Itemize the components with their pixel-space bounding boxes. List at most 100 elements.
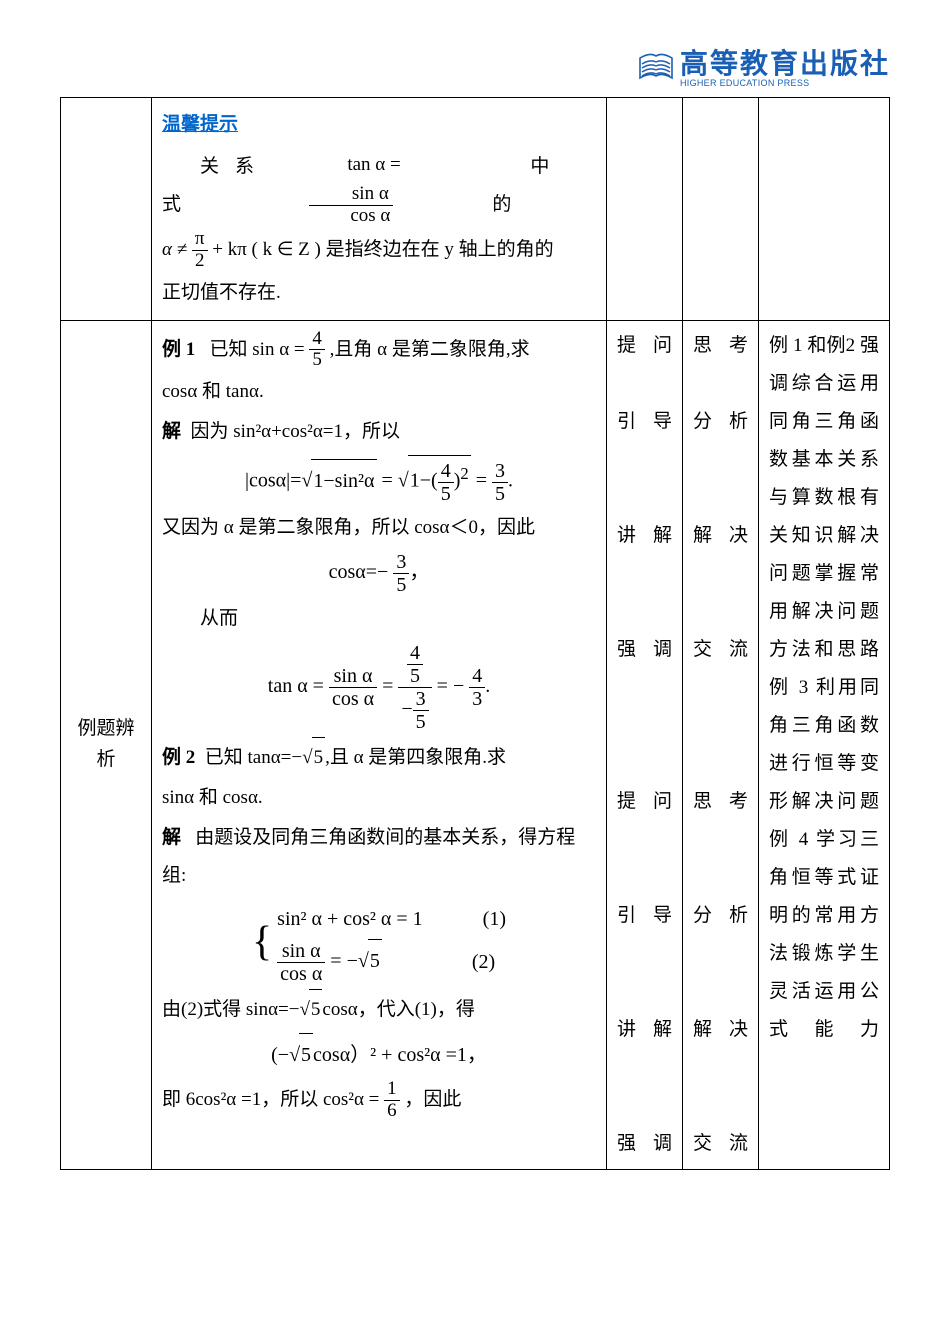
examples-cell: 例 1 已知 sin α = 4 5 ,且角 α 是第二象限角,求 cosα 和… [152, 320, 607, 1169]
ex1-s6a: tan α = [268, 675, 324, 697]
ex1-q1b: ,且角 α 是第二象限角,求 [330, 338, 530, 359]
ex2-q1b: ,且 α 是第四象限角.求 [325, 747, 506, 768]
ex1-s2-eq: = [382, 470, 398, 492]
ex1-s2-rn: 3 [492, 460, 508, 483]
tip-frac-num: sin α [309, 184, 393, 206]
sa-5: 思考 [693, 783, 748, 821]
ex2-sys2-sqrt: 5 [368, 939, 382, 981]
design-intent-col: 例 1 和例2 强调综合运用同角三角函数基本关系与算数根有关知识解决问题掌握常用… [759, 320, 890, 1169]
ex1-s6-eq1: = [382, 675, 393, 697]
ex1-s2-rd: 5 [492, 483, 508, 505]
tip2-c: 正切值不存在. [162, 274, 596, 312]
ex1-s2-dot: . [508, 470, 513, 492]
tip-tan: tan α = [347, 154, 400, 175]
ex2-s3-sqrt: 5 [309, 989, 323, 1029]
publisher-name-cn: 高等教育出版社 [680, 51, 890, 79]
tip2-2: 2 [192, 251, 208, 272]
ex2-sys2b: = − [330, 950, 358, 972]
ex1-q2: cosα 和 tanα. [162, 373, 596, 411]
ex2-q1-sqrt: 5 [312, 737, 326, 777]
ex1-s6-neg1: − [401, 698, 412, 720]
ex1-s2a: |cosα|= [245, 470, 301, 492]
publisher-header: 高等教育出版社 HIGHER EDUCATION PRESS [60, 50, 890, 89]
ex1-s2-sqrt1: 1−sin²α [311, 459, 376, 501]
ex1-label: 例 1 [162, 338, 195, 359]
ex2-s4a: (− [271, 1044, 289, 1066]
section-label: 例题辨析 [61, 320, 152, 1169]
ex1-s3: 又因为 α 是第二象限角，所以 cosα＜0，因此 [162, 509, 596, 547]
ta-1: 提问 [617, 327, 672, 365]
sa-6: 分析 [693, 897, 748, 935]
ex2-q1a: 已知 tanα=− [205, 747, 302, 768]
ex1-s6-neg2: − [453, 675, 464, 697]
ta-2: 引导 [617, 403, 672, 441]
sa-2: 分析 [693, 403, 748, 441]
ex1-s4n: 3 [393, 551, 409, 574]
ex1-s6-f2dd: 5 [413, 711, 429, 733]
tip2-a: α ≠ [162, 239, 187, 260]
tip2-b: + kπ ( k ∈ Z ) 是指终边在在 y 轴上的角的 [212, 239, 553, 260]
student-activity-col: 思考 分析 解决 交流 思考 分析 解决 交流 [683, 320, 759, 1169]
teacher-activity-col: 提问 引导 讲解 强调 提问 引导 讲解 强调 [607, 320, 683, 1169]
ex2-q2: sinα 和 cosα. [162, 779, 596, 817]
sa-3: 解决 [693, 517, 748, 555]
row1-col3 [607, 98, 683, 321]
sa-1: 思考 [693, 327, 748, 365]
section-label-text: 例题辨析 [71, 714, 141, 775]
ex1-s2-sq: 2 [460, 464, 468, 483]
sol-label1: 解 [162, 421, 181, 442]
ex2-sys2d: cos α [277, 963, 325, 985]
ex2-s5d: 6 [384, 1101, 400, 1122]
ex2-sys2-tag: (2) [472, 942, 495, 982]
ex1-q1-num: 4 [309, 329, 325, 351]
ex2-s5a: 即 6cos²α =1，所以 cos²α = [162, 1089, 379, 1110]
ex1-s1: 因为 sin²α+cos²α=1，所以 [191, 421, 400, 442]
ta-8: 强调 [617, 1125, 672, 1163]
ex2-sys1-tag: (1) [483, 899, 506, 939]
ex2-s5n: 1 [384, 1079, 400, 1101]
ex2-s3a: 由(2)式得 sinα=− [162, 999, 299, 1020]
ex2-s1: 由题设及同角三角函数间的基本关系，得方程组: [162, 827, 575, 886]
row1-col4 [683, 98, 759, 321]
book-icon [638, 50, 674, 89]
ex1-s2-p1d: 5 [438, 483, 454, 505]
publisher-name-en: HIGHER EDUCATION PRESS [680, 79, 890, 88]
ex1-s6-f2nd: 5 [407, 665, 423, 687]
row1-col1 [61, 98, 152, 321]
ex2-s4-sqrt: 5 [299, 1033, 313, 1075]
ex2-s3b: cosα，代入(1)，得 [322, 999, 474, 1020]
sa-8: 交流 [693, 1125, 748, 1163]
ex1-s2-p1n: 4 [438, 460, 454, 483]
ex1-s6-f1d: cos α [329, 688, 377, 710]
ex1-s5: 从而 [162, 600, 596, 638]
ex1-s6-f2dn: 3 [413, 688, 429, 711]
sa-4: 交流 [693, 631, 748, 669]
ex2-sys1: sin² α + cos² α = 1 [277, 899, 423, 939]
ex1-s6-dot: . [485, 675, 490, 697]
ex1-s4a: cosα=− [329, 561, 389, 583]
ex2-sys2n: sin α [277, 940, 325, 963]
ex1-s4d: 5 [393, 574, 409, 596]
ex1-s2-in: 1− [410, 470, 431, 492]
ex2-label: 例 2 [162, 747, 195, 768]
ta-5: 提问 [617, 783, 672, 821]
ex1-s4b: ， [409, 561, 429, 583]
tip2-pi: π [192, 229, 208, 251]
ta-7: 讲解 [617, 1011, 672, 1049]
sa-7: 解决 [693, 1011, 748, 1049]
tip-cell: 温馨提示 关系式 tan α = sin α cos α 中的 α ≠ [152, 98, 607, 321]
row1-col5 [759, 98, 890, 321]
ta-6: 引导 [617, 897, 672, 935]
ex1-q1: 已知 sin α = [210, 338, 305, 359]
ex1-s6-f1n: sin α [329, 665, 377, 688]
ex1-s6-f3n: 4 [469, 665, 485, 688]
ex1-s6-f2nn: 4 [407, 642, 423, 665]
tip-label: 温馨提示 [162, 114, 238, 135]
lesson-table: 温馨提示 关系式 tan α = sin α cos α 中的 α ≠ [60, 97, 890, 1170]
ex1-q1-den: 5 [309, 350, 325, 371]
sol-label2: 解 [162, 827, 181, 848]
ex2-s5b: ，因此 [404, 1089, 461, 1110]
tip-text-a: 关系式 [162, 148, 299, 224]
ex2-s4b: cosα）² + cos²α =1， [313, 1044, 487, 1066]
ex1-s6-f3d: 3 [469, 688, 485, 710]
